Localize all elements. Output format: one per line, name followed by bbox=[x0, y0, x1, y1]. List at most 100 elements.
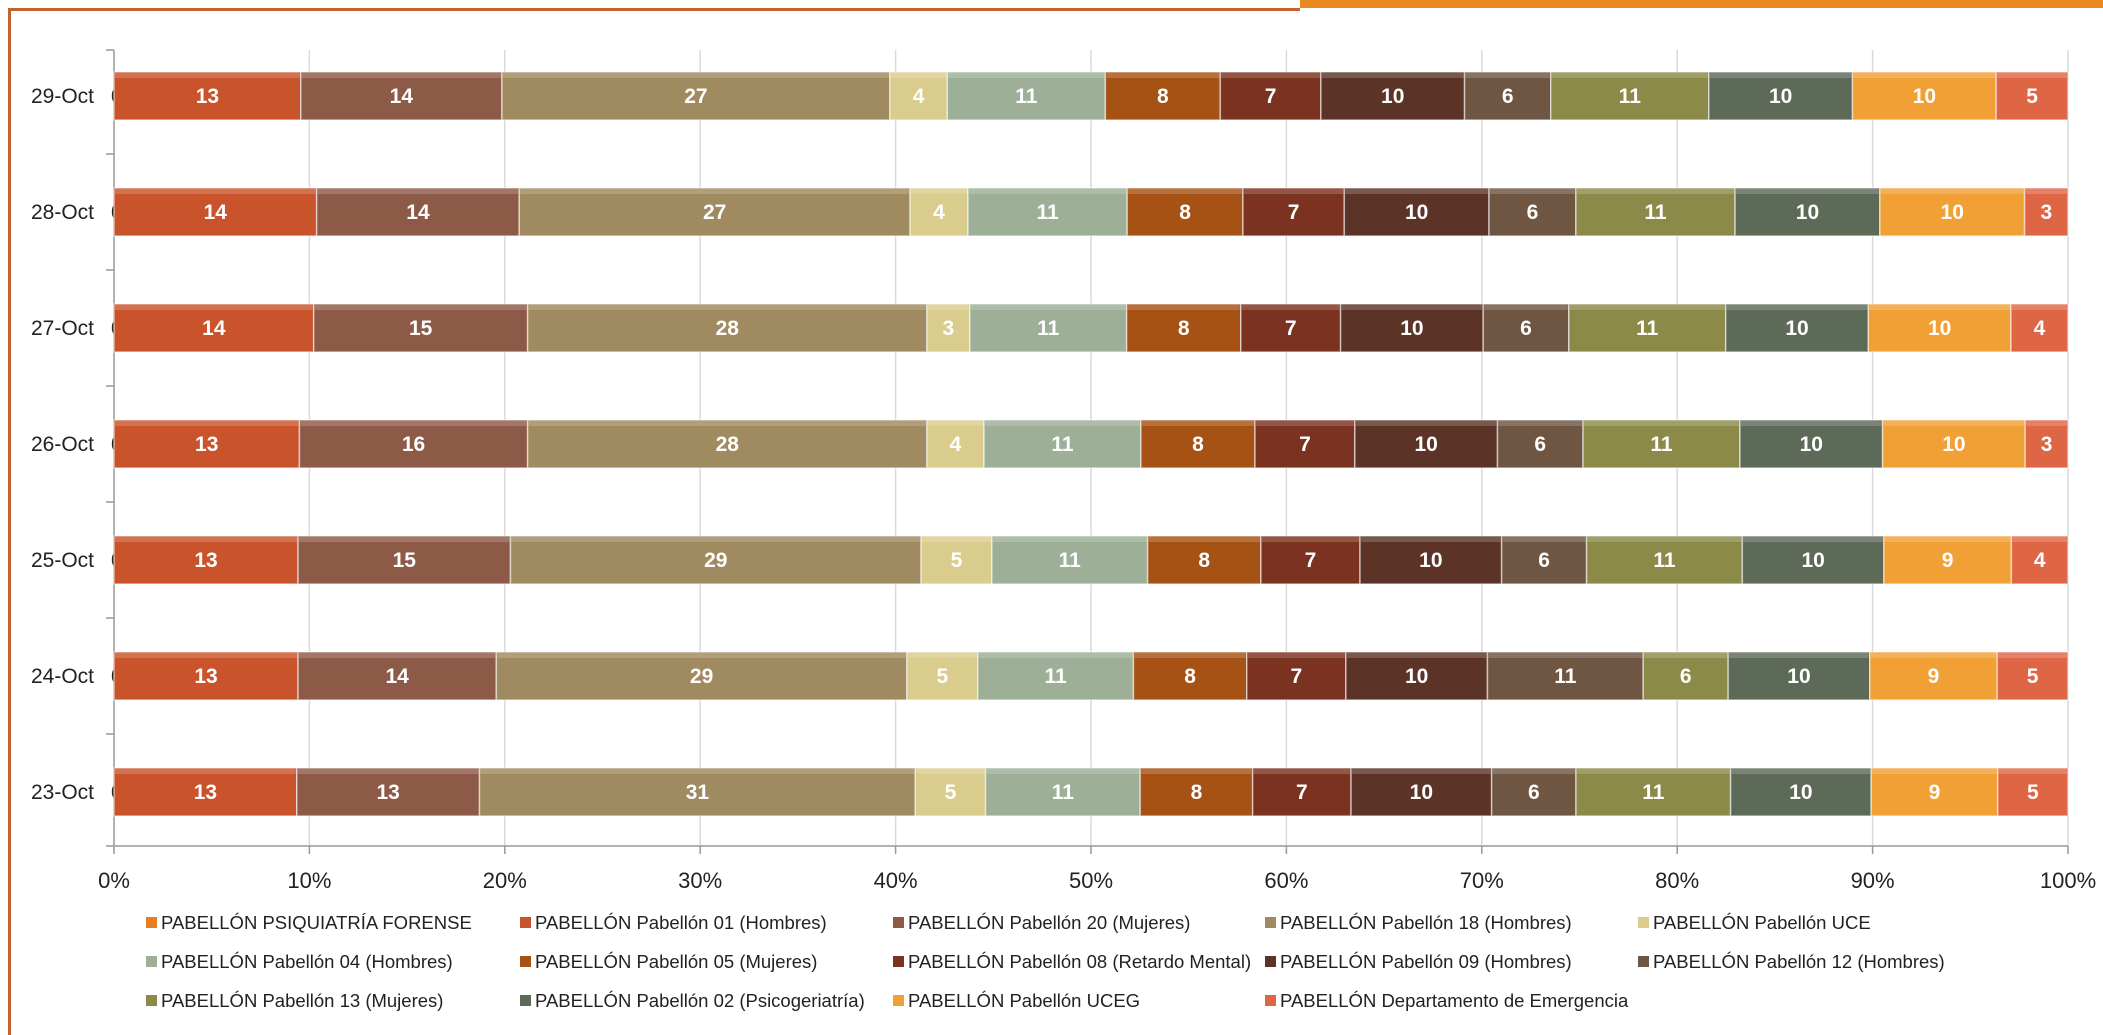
data-label: 28 bbox=[716, 433, 740, 456]
bar-highlight bbox=[1488, 653, 1643, 658]
bar-highlight bbox=[1253, 769, 1351, 774]
data-label: 11 bbox=[1052, 781, 1075, 804]
legend-label: PABELLÓN Pabellón UCE bbox=[1653, 912, 1871, 933]
legend-label: PABELLÓN Pabellón 08 (Retardo Mental) bbox=[908, 951, 1251, 972]
x-tick-label: 30% bbox=[678, 868, 722, 893]
data-label: 28 bbox=[716, 317, 740, 340]
bar-segment bbox=[914, 767, 987, 817]
data-label: 11 bbox=[1644, 201, 1667, 224]
bar-highlight bbox=[986, 769, 1140, 774]
bar-highlight bbox=[1346, 653, 1487, 658]
bar-highlight bbox=[1872, 769, 1997, 774]
x-tick-label: 90% bbox=[1851, 868, 1895, 893]
bar-highlight bbox=[528, 421, 926, 426]
bar-highlight bbox=[992, 537, 1147, 542]
data-label: 10 bbox=[1796, 201, 1819, 224]
bar-segment bbox=[1339, 303, 1484, 353]
bar-segment bbox=[1496, 419, 1584, 469]
bar-highlight bbox=[115, 769, 296, 774]
bar-segment bbox=[1219, 71, 1322, 121]
bar-highlight bbox=[1355, 421, 1497, 426]
bar-segment bbox=[983, 419, 1142, 469]
legend-swatch bbox=[1265, 995, 1276, 1006]
data-label: 5 bbox=[951, 549, 963, 572]
data-label: 3 bbox=[943, 317, 955, 340]
bar-highlight bbox=[299, 653, 496, 658]
bar-segment bbox=[920, 535, 993, 585]
data-label: 8 bbox=[1192, 433, 1204, 456]
bar-segment bbox=[1585, 535, 1744, 585]
bar-segment bbox=[1739, 419, 1884, 469]
bar-highlight bbox=[314, 305, 527, 310]
bar-highlight bbox=[970, 305, 1126, 310]
legend-swatch bbox=[893, 956, 904, 967]
bar-highlight bbox=[968, 189, 1127, 194]
data-label: 11 bbox=[1650, 433, 1673, 456]
bar-highlight bbox=[922, 537, 991, 542]
data-label: 4 bbox=[933, 201, 945, 224]
bar-highlight bbox=[1261, 537, 1360, 542]
bar-highlight bbox=[1726, 305, 1868, 310]
legend-label: PABELLÓN Pabellón 13 (Mujeres) bbox=[161, 990, 443, 1011]
data-label: 7 bbox=[1265, 85, 1277, 108]
bar-segment bbox=[509, 535, 922, 585]
bar-highlight bbox=[1729, 653, 1869, 658]
bar-highlight bbox=[916, 769, 985, 774]
legend-label: PABELLÓN Pabellón 04 (Hombres) bbox=[161, 951, 453, 972]
bar-segment bbox=[1350, 767, 1493, 817]
data-label: 7 bbox=[1285, 317, 1297, 340]
data-label: 31 bbox=[686, 781, 710, 804]
data-label: 14 bbox=[406, 201, 430, 224]
bar-segment bbox=[1146, 535, 1262, 585]
bar-segment bbox=[1246, 651, 1347, 701]
bar-highlight bbox=[115, 305, 313, 310]
legend-label: PABELLÓN Departamento de Emergencia bbox=[1280, 990, 1629, 1011]
bar-highlight bbox=[1241, 305, 1340, 310]
bar-highlight bbox=[1484, 305, 1568, 310]
legend-swatch bbox=[520, 956, 531, 967]
bar-highlight bbox=[300, 421, 527, 426]
data-label: 4 bbox=[2034, 549, 2046, 572]
legend-label: PABELLÓN PSIQUIATRÍA FORENSE bbox=[161, 912, 472, 933]
bar-highlight bbox=[1221, 73, 1320, 78]
data-label: 10 bbox=[1769, 85, 1792, 108]
bar-segment bbox=[1724, 303, 1870, 353]
x-tick-label: 80% bbox=[1655, 868, 1699, 893]
category-label: 24-Oct bbox=[31, 665, 94, 688]
bar-highlight bbox=[115, 421, 299, 426]
legend-label: PABELLÓN Pabellón 12 (Hombres) bbox=[1653, 951, 1945, 972]
data-label: 11 bbox=[1036, 201, 1059, 224]
bar-highlight bbox=[907, 653, 977, 658]
bar-highlight bbox=[1321, 73, 1464, 78]
bar-segment bbox=[976, 651, 1135, 701]
bar-highlight bbox=[1869, 305, 2010, 310]
legend-swatch bbox=[146, 917, 157, 928]
data-label: 16 bbox=[402, 433, 425, 456]
data-label: 13 bbox=[376, 781, 399, 804]
data-label: 9 bbox=[1942, 549, 1954, 572]
bar-highlight bbox=[317, 189, 519, 194]
data-label: 11 bbox=[1619, 85, 1642, 108]
bar-segment bbox=[889, 71, 949, 121]
bar-segment bbox=[1343, 187, 1490, 237]
bar-highlight bbox=[985, 421, 1140, 426]
bar-segment bbox=[526, 419, 928, 469]
bar-highlight bbox=[1352, 769, 1491, 774]
legend-swatch bbox=[1638, 956, 1649, 967]
data-label: 13 bbox=[194, 665, 217, 688]
data-label: 7 bbox=[1296, 781, 1308, 804]
legend-label: PABELLÓN Pabellón 01 (Hombres) bbox=[535, 912, 827, 933]
bar-highlight bbox=[1998, 653, 2067, 658]
bar-highlight bbox=[1361, 537, 1501, 542]
bar-highlight bbox=[115, 73, 300, 78]
data-label: 10 bbox=[1787, 665, 1810, 688]
data-label: 10 bbox=[1419, 549, 1442, 572]
bar-highlight bbox=[1106, 73, 1220, 78]
bar-segment bbox=[1734, 187, 1881, 237]
category-label: 26-Oct bbox=[31, 433, 94, 456]
legend-label: PABELLÓN Pabellón 09 (Hombres) bbox=[1280, 951, 1572, 972]
bar-segment bbox=[526, 303, 928, 353]
bar-highlight bbox=[1883, 421, 2025, 426]
bar-highlight bbox=[1148, 537, 1260, 542]
bar-segment bbox=[315, 187, 521, 237]
